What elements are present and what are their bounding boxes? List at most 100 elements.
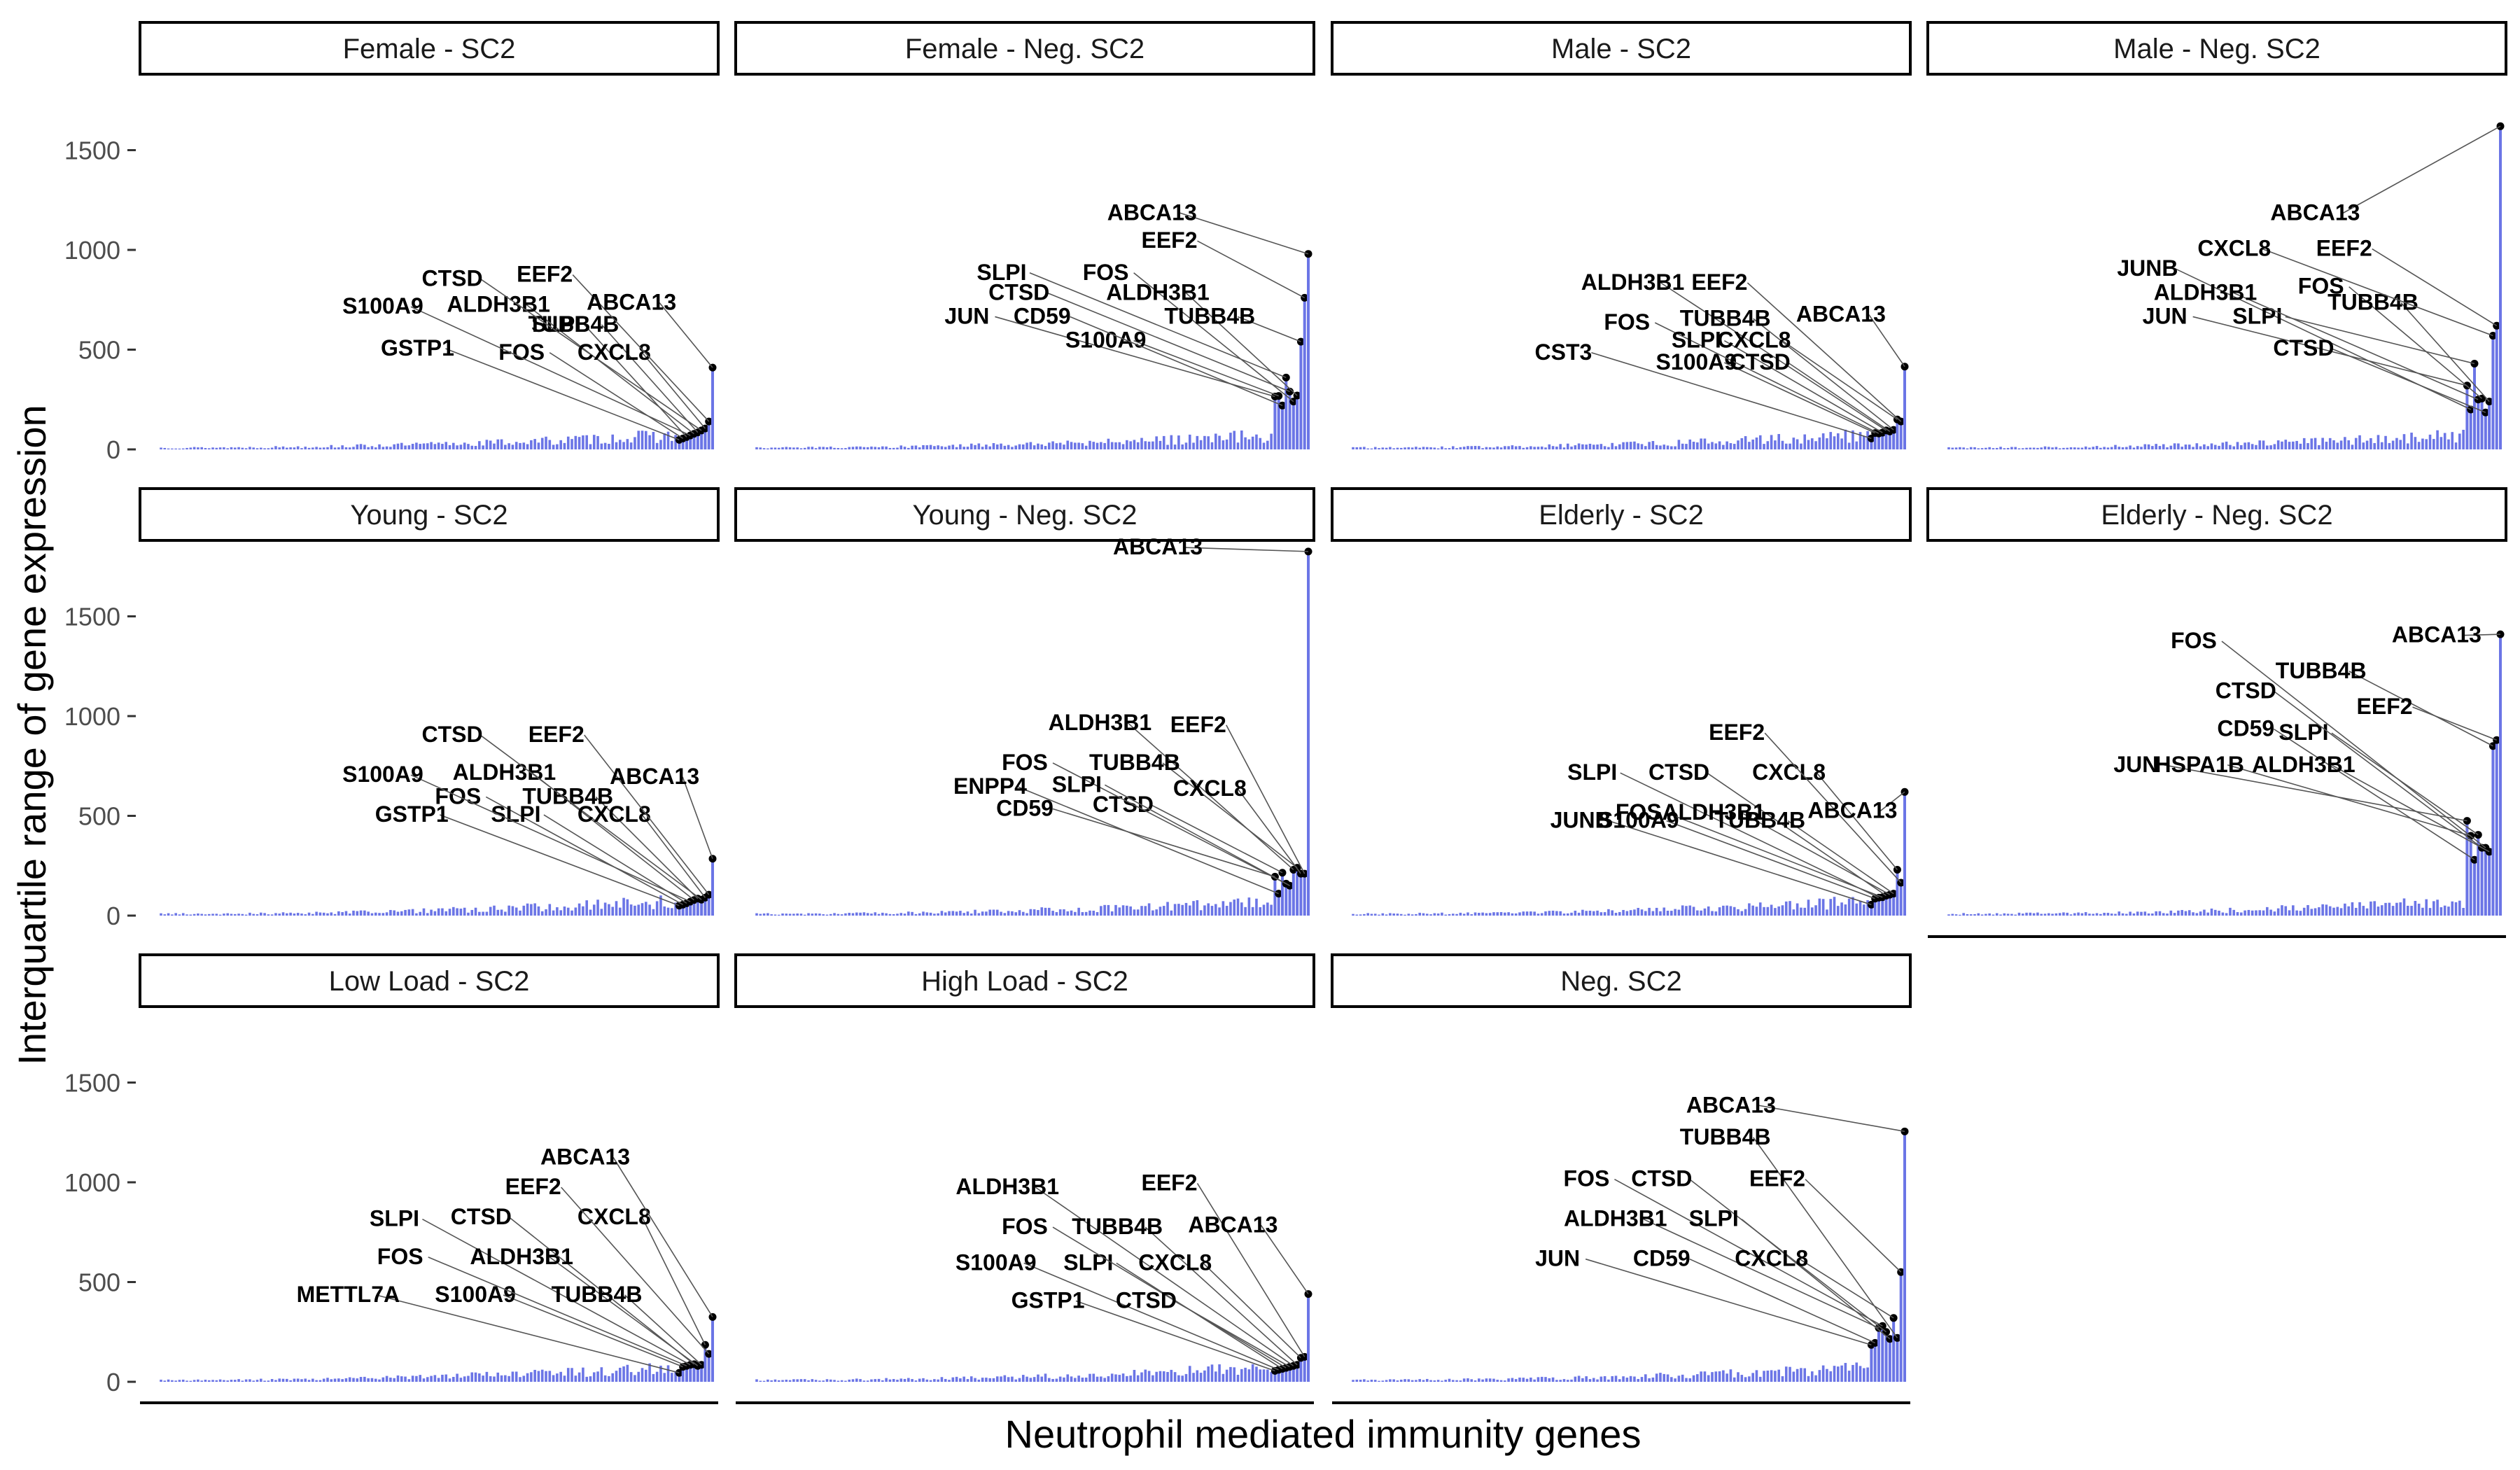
gene-label: JUN (2113, 752, 2158, 777)
bar (2421, 907, 2424, 916)
bar (1259, 438, 1262, 449)
bar (519, 910, 522, 916)
bar (944, 447, 947, 449)
bar (407, 445, 411, 449)
bar (1536, 1377, 1540, 1382)
bar (862, 912, 866, 916)
bar (1144, 441, 1147, 449)
bar (2276, 440, 2280, 449)
bar (1425, 447, 1429, 449)
bar (1644, 446, 1647, 449)
bar (2136, 911, 2139, 916)
bar (1847, 442, 1851, 449)
bar (995, 444, 999, 449)
bar (1629, 910, 1632, 916)
bar (1548, 1378, 1551, 1382)
bar (2370, 438, 2372, 449)
bar (692, 899, 696, 916)
gene-label: SLPI (1672, 328, 1721, 353)
bar (163, 1380, 167, 1382)
bar (1881, 1326, 1884, 1382)
bar (2373, 442, 2376, 449)
bar (2232, 909, 2236, 916)
bar (312, 913, 314, 916)
bar (645, 902, 648, 916)
bar (519, 442, 522, 449)
bar (1470, 446, 1474, 449)
bar (489, 440, 492, 449)
gene-label: METTL7A (297, 1282, 400, 1307)
bar (666, 431, 670, 449)
bar (955, 447, 958, 449)
bar (441, 908, 444, 916)
bar (526, 444, 529, 449)
bar (500, 1375, 503, 1382)
bar (1777, 906, 1780, 916)
label-leader (1758, 1105, 1905, 1133)
bar (1181, 444, 1184, 449)
bar (378, 913, 381, 916)
bar (2010, 447, 2013, 449)
bar (1307, 1294, 1310, 1382)
bar (241, 913, 244, 916)
bar (1666, 1374, 1670, 1382)
bar (1478, 913, 1480, 916)
bar (178, 914, 181, 916)
bar (1422, 913, 1425, 916)
bar (1210, 1364, 1214, 1382)
bar (2491, 746, 2495, 916)
bar (836, 448, 840, 449)
bar (1177, 904, 1180, 916)
bar (1462, 1378, 1466, 1382)
bar (1359, 1380, 1362, 1382)
bar (844, 448, 847, 449)
bar (1525, 447, 1529, 449)
bar (2158, 446, 2162, 449)
gene-label: JUN (1535, 1246, 1580, 1271)
bar (1522, 911, 1525, 916)
bar (2302, 907, 2306, 916)
bar (807, 1380, 810, 1382)
bar (289, 447, 292, 449)
label-leader (1753, 1137, 1898, 1338)
bar (300, 448, 303, 449)
bar (504, 1375, 507, 1382)
gene-label: GSTP1 (375, 802, 449, 827)
bar (374, 447, 377, 449)
bar (1229, 902, 1232, 916)
bar (2032, 913, 2036, 916)
bar (1718, 1371, 1721, 1382)
bar (186, 447, 188, 449)
label-leader (1805, 1179, 1902, 1273)
bar (1877, 433, 1880, 449)
facet-title: Female - SC2 (343, 34, 516, 64)
bar (2151, 446, 2154, 449)
bar (851, 1379, 855, 1382)
bar (922, 444, 925, 449)
bar (1674, 909, 1676, 916)
bar (848, 1379, 851, 1382)
bar (940, 446, 944, 449)
bar (367, 1378, 370, 1382)
bar (1018, 910, 1021, 916)
bar (2344, 437, 2346, 449)
bar (1011, 1376, 1014, 1382)
bar (2250, 444, 2254, 449)
bar (1707, 1375, 1710, 1382)
bar (1536, 913, 1540, 916)
label-leader (479, 734, 702, 900)
bar (307, 447, 311, 449)
bar (1763, 444, 1765, 449)
bar (637, 904, 640, 916)
gene-label: CTSD (1730, 349, 1791, 374)
bar (171, 1380, 174, 1382)
bar (2292, 441, 2295, 449)
facet-strip (139, 21, 720, 76)
gene-label: FOS (1604, 309, 1650, 335)
bar (2077, 912, 2080, 916)
bar (312, 1378, 314, 1382)
bar (1485, 1378, 1488, 1382)
bar (1255, 434, 1258, 449)
label-leader (1018, 786, 1279, 895)
bar (874, 447, 877, 449)
